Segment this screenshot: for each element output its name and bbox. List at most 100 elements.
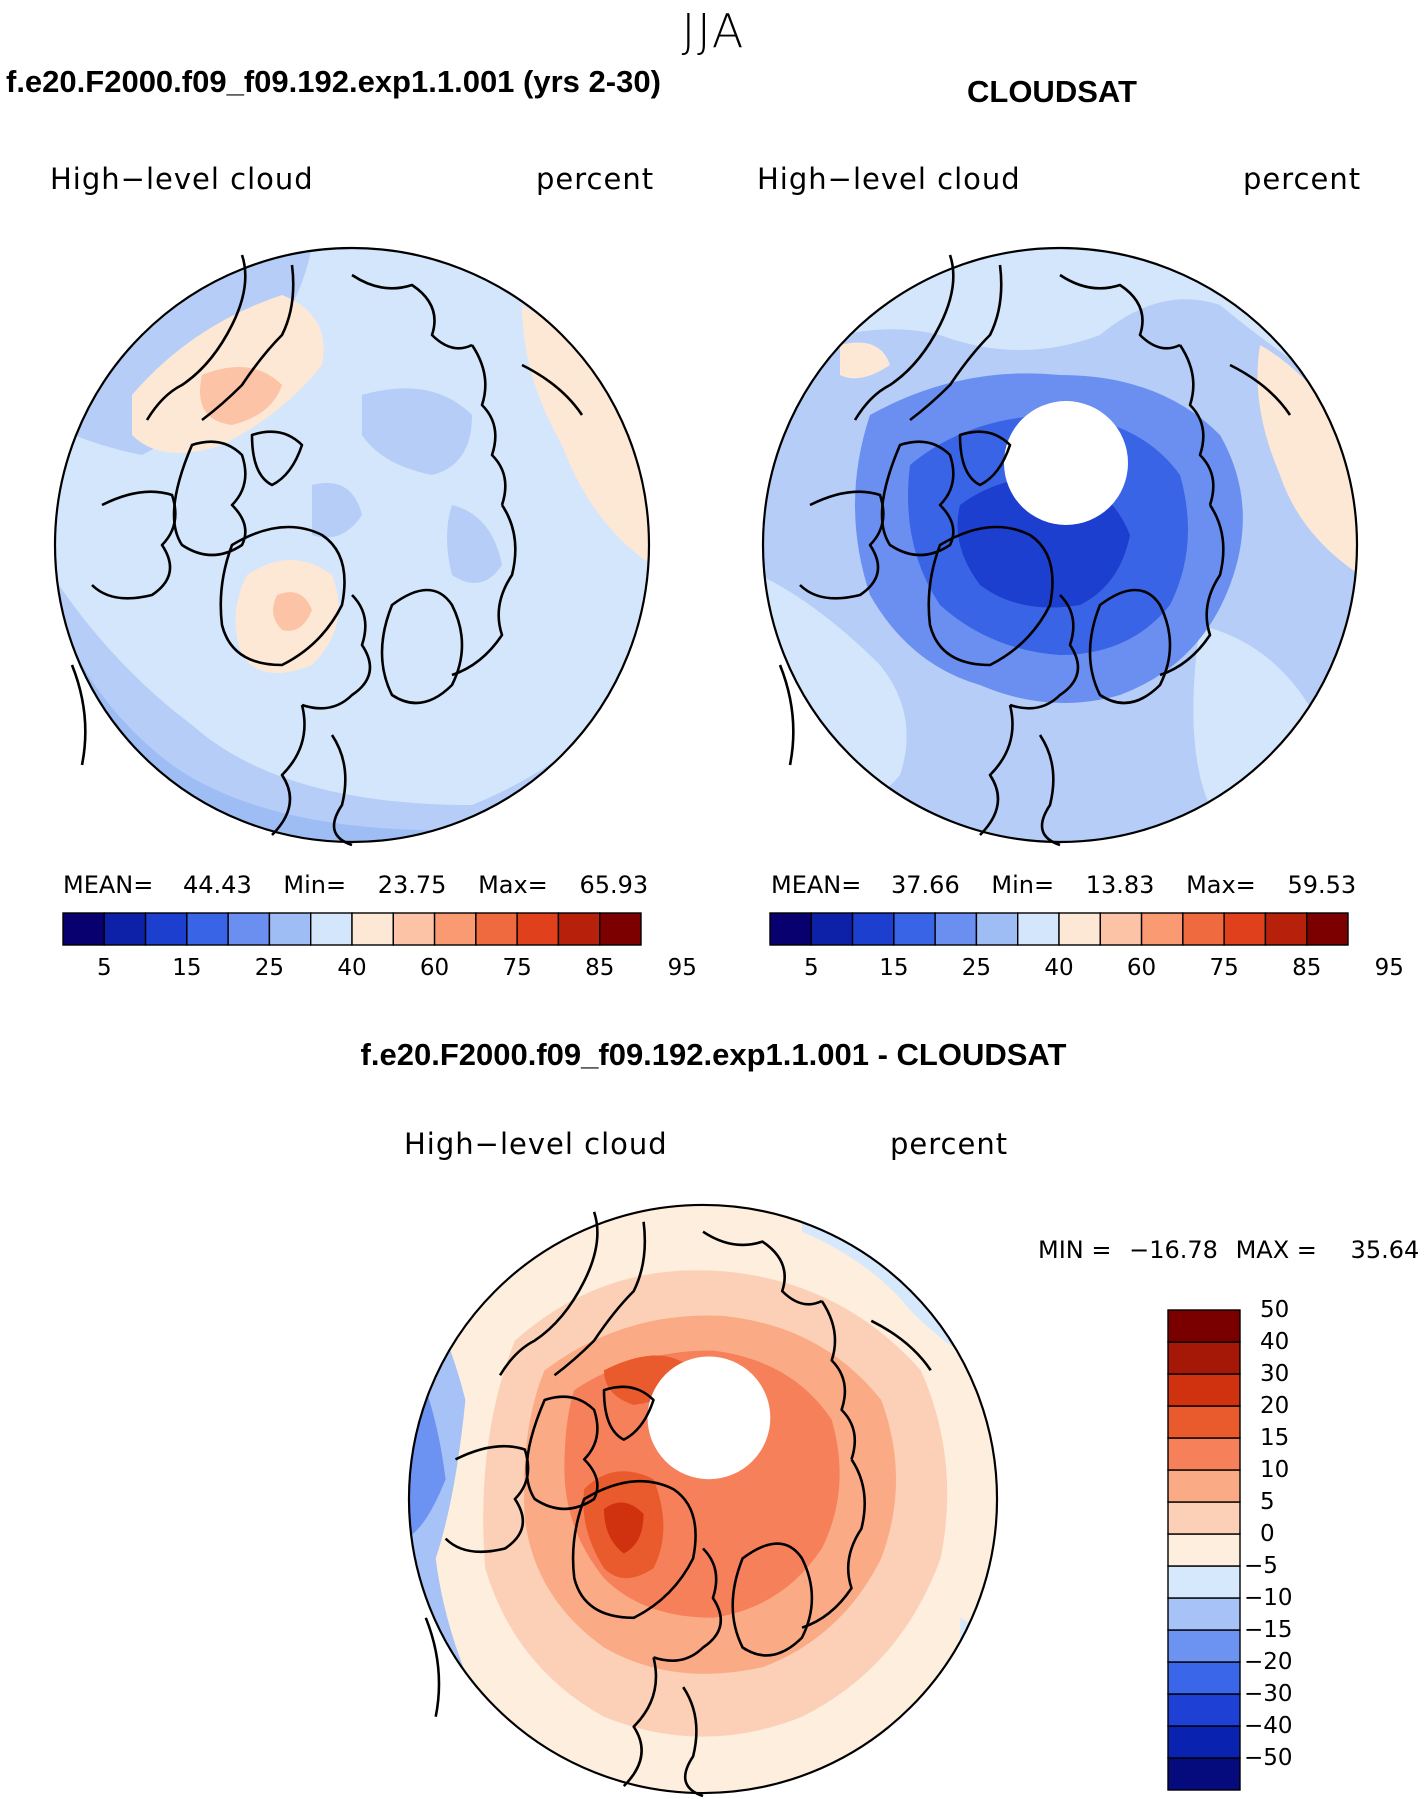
season-title: JJA bbox=[681, 4, 746, 58]
model-coastlines bbox=[70, 254, 584, 847]
colorbar-tick-label: 95 bbox=[1374, 955, 1404, 981]
colorbar-swatch bbox=[227, 912, 271, 946]
diff-colorbar bbox=[1167, 1309, 1241, 1791]
colorbar-swatch bbox=[893, 912, 936, 946]
colorbar-swatch bbox=[1167, 1469, 1241, 1503]
colorbar-swatch bbox=[144, 912, 188, 946]
obs-max-label: Max= bbox=[1186, 871, 1256, 899]
colorbar-tick-label: 60 bbox=[1126, 955, 1157, 981]
model-stats-line: MEAN= 44.43 Min= 23.75 Max= 65.93 bbox=[63, 871, 648, 899]
model-field-lower-band bbox=[55, 575, 649, 842]
diff-max-label: MAX = bbox=[1235, 1236, 1317, 1264]
obs-polar-gap bbox=[1004, 401, 1128, 525]
colorbar-swatch bbox=[1167, 1597, 1241, 1631]
model-min-label: Min= bbox=[283, 871, 347, 899]
colorbar-swatch bbox=[516, 912, 560, 946]
model-polar-map bbox=[53, 246, 651, 847]
colorbar-tick-label: 15 bbox=[172, 955, 202, 981]
obs-colorbar bbox=[769, 912, 1349, 946]
colorbar-swatch bbox=[1140, 912, 1184, 946]
colorbar-swatch bbox=[1223, 912, 1267, 946]
colorbar-swatch bbox=[1167, 1661, 1241, 1695]
colorbar-tick-label: −20 bbox=[1244, 1649, 1293, 1675]
model-variable-label: High−level cloud bbox=[50, 162, 314, 196]
colorbar-tick-label: 5 bbox=[96, 955, 112, 981]
colorbar-swatch bbox=[1167, 1309, 1241, 1343]
colorbar-tick-label: 10 bbox=[1260, 1457, 1290, 1483]
colorbar-tick-label: 5 bbox=[1260, 1489, 1275, 1515]
model-case-title: f.e20.F2000.f09_f09.192.exp1.1.001 (yrs … bbox=[6, 64, 661, 99]
colorbar-swatch bbox=[310, 912, 353, 946]
colorbar-swatch bbox=[351, 912, 394, 946]
colorbar-swatch bbox=[103, 912, 147, 946]
obs-variable-label: High−level cloud bbox=[757, 162, 1021, 196]
colorbar-tick-label: 40 bbox=[1260, 1329, 1290, 1355]
colorbar-tick-label: 30 bbox=[1260, 1361, 1290, 1387]
colorbar-tick-label: 25 bbox=[961, 955, 992, 981]
diff-variable-label: High−level cloud bbox=[404, 1127, 668, 1161]
obs-min-value: 13.83 bbox=[1085, 871, 1155, 899]
colorbar-swatch bbox=[1167, 1405, 1241, 1439]
model-mean-label: MEAN= bbox=[63, 871, 154, 899]
obs-coastlines bbox=[778, 254, 1292, 847]
model-max-value: 65.93 bbox=[579, 871, 649, 899]
colorbar-tick-label: −15 bbox=[1244, 1617, 1293, 1643]
diff-max-value: 35.64 bbox=[1350, 1236, 1420, 1264]
colorbar-tick-label: −40 bbox=[1244, 1713, 1293, 1739]
colorbar-tick-label: 40 bbox=[337, 955, 367, 981]
obs-stats-line: MEAN= 37.66 Min= 13.83 Max= 59.53 bbox=[771, 871, 1356, 899]
colorbar-tick-label: 85 bbox=[1292, 955, 1322, 981]
colorbar-tick-label: 60 bbox=[419, 955, 450, 981]
colorbar-swatch bbox=[975, 912, 1019, 946]
colorbar-tick-label: 15 bbox=[879, 955, 909, 981]
diff-units-label: percent bbox=[890, 1127, 1009, 1161]
diff-polar-map bbox=[407, 1203, 999, 1798]
diff-min-value: −16.78 bbox=[1129, 1236, 1218, 1264]
colorbar-swatch bbox=[769, 912, 812, 946]
colorbar-tick-label: 0 bbox=[1260, 1521, 1275, 1547]
colorbar-swatch bbox=[599, 912, 642, 946]
colorbar-swatch bbox=[268, 912, 312, 946]
obs-max-value: 59.53 bbox=[1287, 871, 1357, 899]
obs-min-label: Min= bbox=[991, 871, 1055, 899]
colorbar-swatch bbox=[1167, 1565, 1241, 1599]
model-max-label: Max= bbox=[478, 871, 548, 899]
colorbar-tick-label: 5 bbox=[803, 955, 819, 981]
colorbar-swatch bbox=[1167, 1373, 1241, 1407]
model-mean-value: 44.43 bbox=[183, 871, 252, 899]
colorbar-tick-label: 15 bbox=[1260, 1425, 1290, 1451]
colorbar-swatch bbox=[1058, 912, 1101, 946]
colorbar-tick-label: 50 bbox=[1260, 1297, 1290, 1323]
obs-polar-map bbox=[761, 246, 1359, 847]
obs-mean-value: 37.66 bbox=[891, 871, 960, 899]
colorbar-swatch bbox=[557, 912, 601, 946]
colorbar-swatch bbox=[934, 912, 978, 946]
model-colorbar bbox=[62, 912, 642, 946]
colorbar-swatch bbox=[1306, 912, 1349, 946]
obs-warm-patch-east bbox=[1257, 345, 1357, 575]
colorbar-swatch bbox=[1167, 1533, 1241, 1567]
colorbar-tick-label: 40 bbox=[1044, 955, 1074, 981]
model-units-label: percent bbox=[536, 162, 655, 196]
obs-units-label: percent bbox=[1243, 162, 1362, 196]
colorbar-swatch bbox=[810, 912, 854, 946]
colorbar-swatch bbox=[1167, 1693, 1241, 1727]
colorbar-swatch bbox=[475, 912, 518, 946]
colorbar-swatch bbox=[1017, 912, 1060, 946]
diff-min-label: MIN = bbox=[1038, 1236, 1112, 1264]
model-min-value: 23.75 bbox=[377, 871, 447, 899]
model-map-border bbox=[53, 246, 651, 844]
colorbar-tick-label: 20 bbox=[1260, 1393, 1290, 1419]
colorbar-tick-label: 95 bbox=[667, 955, 697, 981]
diff-case-title: f.e20.F2000.f09_f09.192.exp1.1.001 - CLO… bbox=[360, 1037, 1067, 1072]
colorbar-swatch bbox=[1167, 1437, 1241, 1471]
colorbar-tick-label: 75 bbox=[502, 955, 532, 981]
colorbar-swatch bbox=[392, 912, 436, 946]
colorbar-swatch bbox=[1099, 912, 1143, 946]
diff-stats-line: MIN = −16.78 MAX = 35.64 bbox=[1038, 1236, 1419, 1264]
colorbar-tick-label: 25 bbox=[254, 955, 285, 981]
colorbar-swatch bbox=[851, 912, 895, 946]
obs-map-border bbox=[761, 246, 1359, 844]
colorbar-tick-label: −50 bbox=[1244, 1745, 1293, 1771]
colorbar-swatch bbox=[1167, 1757, 1241, 1791]
